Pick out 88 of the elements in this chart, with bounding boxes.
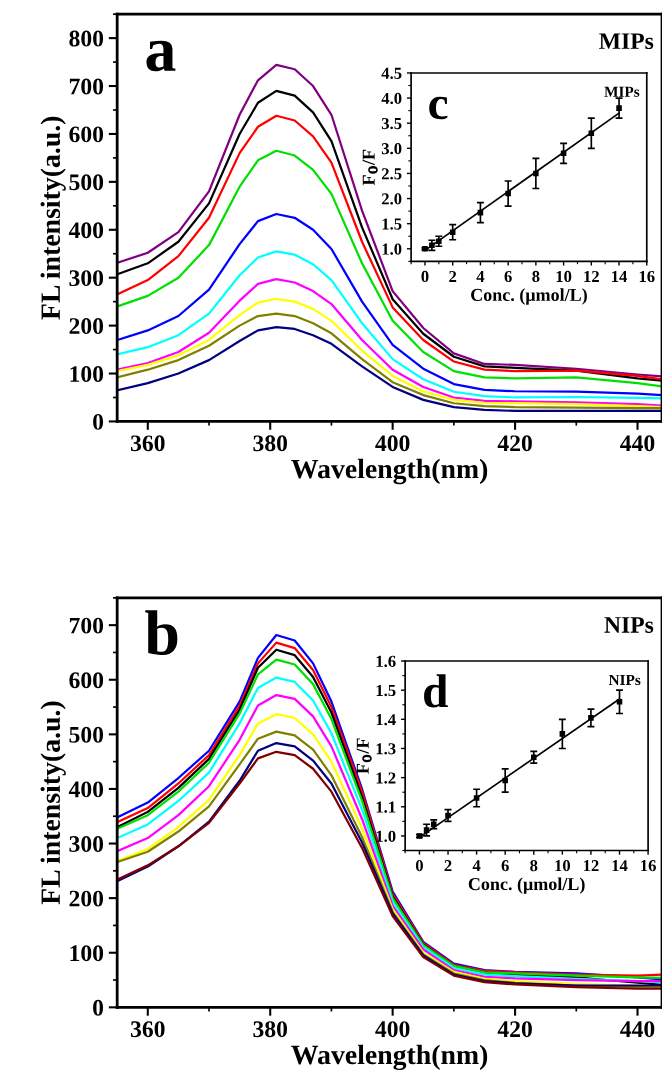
y-tick-label: 400 bbox=[68, 781, 104, 798]
point bbox=[616, 699, 623, 705]
annotation: a bbox=[146, 40, 176, 72]
annotation: MIPs bbox=[604, 86, 640, 97]
y-tick-label: 1.1 bbox=[376, 801, 396, 813]
y-tick-label: 1.6 bbox=[376, 655, 396, 668]
x-tick-label: 12 bbox=[584, 270, 599, 282]
y-tick-label: 400 bbox=[68, 222, 104, 239]
annotation: NIPs bbox=[604, 617, 654, 633]
y-tick-label: 0 bbox=[93, 413, 104, 430]
y-tick-label: 600 bbox=[69, 126, 104, 143]
y-tick-label: 500 bbox=[69, 174, 104, 191]
x-tick-label: 6 bbox=[504, 270, 512, 283]
x-tick-label: 440 bbox=[620, 1021, 655, 1038]
x-tick-label: 380 bbox=[253, 1021, 288, 1038]
annotation: MIPs bbox=[599, 33, 654, 50]
y-tick-label: 4.0 bbox=[381, 92, 402, 105]
y-tick-label: 800 bbox=[69, 30, 104, 47]
annotation: NIPs bbox=[608, 674, 641, 686]
y-tick-label: 3.0 bbox=[381, 143, 402, 155]
x-tick-label: 8 bbox=[532, 270, 540, 283]
x-tick-label: 4 bbox=[472, 860, 481, 872]
point bbox=[559, 731, 566, 737]
y-tick-label: 1.2 bbox=[376, 772, 396, 784]
y-tick-label: 0 bbox=[93, 999, 104, 1016]
point bbox=[588, 130, 595, 137]
point bbox=[423, 827, 430, 833]
annotation: d bbox=[424, 674, 448, 708]
y-tick-label: 1.0 bbox=[382, 243, 402, 255]
y-tick-label: 1.3 bbox=[376, 743, 396, 755]
line-series bbox=[117, 212, 662, 397]
x-tick-label: 0 bbox=[421, 270, 429, 283]
x-tick-label: 360 bbox=[130, 435, 165, 452]
point bbox=[588, 715, 594, 721]
x-axis-title: Conc. (μmol/L) bbox=[468, 877, 585, 894]
point bbox=[533, 170, 539, 177]
y-tick-label: 1.4 bbox=[376, 714, 396, 726]
point bbox=[473, 795, 480, 801]
annotation: c bbox=[429, 96, 448, 120]
x-axis-title: Wavelength(nm) bbox=[291, 1044, 488, 1071]
annotation: b bbox=[145, 610, 178, 656]
x-tick-label: 420 bbox=[497, 435, 532, 452]
y-tick-label: 4.5 bbox=[381, 67, 402, 79]
x-tick-label: 440 bbox=[620, 435, 655, 452]
x-tick-label: 12 bbox=[583, 860, 599, 872]
x-tick-label: 14 bbox=[612, 860, 628, 872]
y-axis-title: FL intensity(a.u.) bbox=[40, 701, 66, 905]
x-tick-label: 380 bbox=[253, 435, 288, 452]
x-tick-label: 16 bbox=[641, 860, 656, 872]
point bbox=[505, 190, 511, 197]
point bbox=[449, 229, 456, 235]
y-tick-label: 100 bbox=[70, 945, 104, 962]
x-tick-label: 14 bbox=[612, 270, 628, 282]
y-tick-label: 700 bbox=[69, 617, 104, 634]
x-axis-title: Conc. (μmol/L) bbox=[471, 288, 587, 305]
y-tick-label: 1.5 bbox=[382, 218, 402, 230]
x-tick-label: 6 bbox=[501, 860, 509, 872]
x-tick-label: 16 bbox=[639, 270, 655, 283]
point bbox=[502, 777, 508, 784]
y-axis-title: F$_{0}$/F bbox=[356, 738, 372, 774]
point bbox=[445, 812, 451, 819]
x-tick-label: 10 bbox=[556, 270, 572, 283]
point bbox=[616, 105, 622, 111]
x-tick-label: 10 bbox=[555, 860, 571, 872]
x-tick-label: 0 bbox=[415, 860, 423, 872]
x-axis-title: Wavelength(nm) bbox=[291, 458, 488, 485]
y-tick-label: 100 bbox=[70, 366, 104, 382]
y-tick-label: 1.5 bbox=[376, 684, 396, 697]
y-tick-label: 600 bbox=[69, 672, 104, 689]
y-axis-title: FL intensity(a.u.) bbox=[40, 116, 66, 320]
x-tick-label: 2 bbox=[444, 860, 452, 872]
y-axis-title: F$_{0}$/F bbox=[362, 149, 378, 186]
y-tick-label: 200 bbox=[69, 318, 104, 335]
x-tick-label: 4 bbox=[476, 270, 485, 282]
y-tick-label: 2.5 bbox=[381, 168, 402, 180]
y-tick-label: 300 bbox=[69, 836, 104, 852]
y-tick-label: 500 bbox=[69, 726, 104, 743]
point bbox=[530, 754, 537, 761]
x-tick-label: 360 bbox=[130, 1021, 165, 1038]
y-tick-label: 300 bbox=[69, 270, 104, 287]
y-tick-label: 3.5 bbox=[381, 117, 402, 130]
x-tick-label: 8 bbox=[530, 860, 538, 872]
x-tick-label: 2 bbox=[449, 270, 457, 282]
y-tick-label: 700 bbox=[69, 78, 104, 95]
x-tick-label: 420 bbox=[497, 1021, 532, 1038]
line-series bbox=[117, 325, 662, 413]
y-tick-label: 2.0 bbox=[381, 193, 402, 205]
y-tick-label: 200 bbox=[69, 890, 104, 907]
